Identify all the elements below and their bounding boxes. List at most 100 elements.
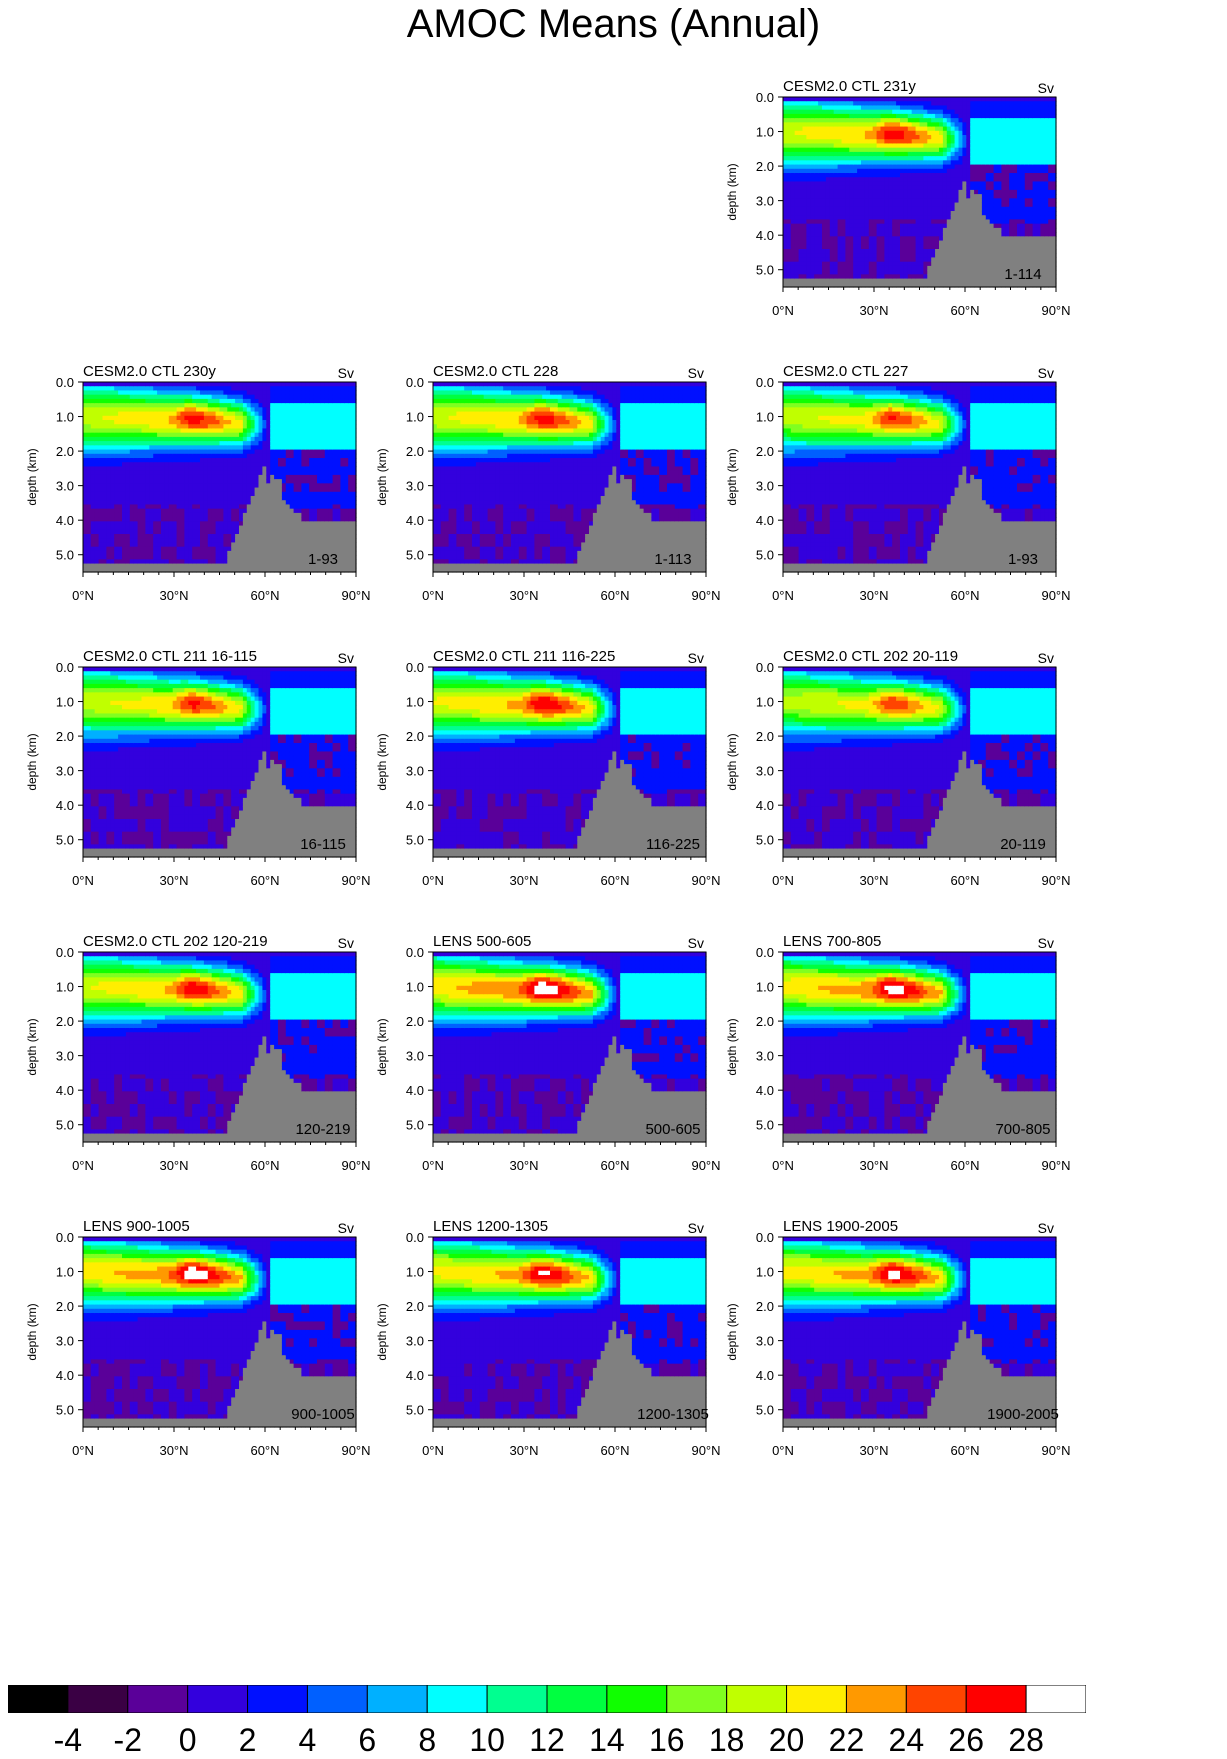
field-cell — [1028, 265, 1034, 271]
field-cell — [790, 160, 796, 166]
field-cell — [794, 270, 800, 275]
field-cell — [141, 529, 146, 535]
field-cell — [227, 491, 232, 497]
field-cell — [931, 97, 936, 102]
field-cell — [161, 453, 166, 459]
field-cell — [94, 415, 100, 421]
field-cell — [83, 546, 88, 552]
field-cell — [1020, 177, 1026, 183]
field-cell — [1020, 101, 1026, 107]
field-cell — [837, 198, 843, 204]
field-cell — [931, 194, 936, 199]
field-cell — [227, 521, 232, 527]
field-cell — [176, 470, 182, 476]
field-cell — [857, 249, 862, 254]
field-cell — [966, 164, 971, 170]
field-cell — [907, 206, 913, 212]
field-cell — [981, 185, 987, 191]
field-cell — [900, 164, 905, 170]
field-cell — [966, 109, 971, 115]
field-cell — [845, 122, 850, 128]
field-cell — [790, 151, 796, 157]
field-cell — [133, 407, 139, 413]
field-cell — [129, 445, 135, 451]
field-cell — [176, 487, 182, 493]
field-cell — [950, 173, 956, 178]
field-cell — [814, 282, 819, 288]
field-cell — [110, 398, 115, 404]
field-cell — [962, 198, 967, 204]
field-cell — [1013, 147, 1018, 153]
field-cell — [118, 411, 123, 417]
field-cell — [970, 118, 975, 123]
field-cell — [1028, 202, 1034, 208]
field-cell — [164, 559, 170, 565]
field-cell — [903, 97, 909, 102]
field-cell — [915, 177, 921, 183]
field-cell — [888, 177, 893, 183]
field-cell — [896, 211, 901, 216]
field-cell — [896, 181, 901, 187]
field-cell — [125, 496, 131, 501]
field-cell — [849, 151, 854, 157]
field-cell — [837, 219, 843, 225]
field-cell — [207, 550, 213, 556]
field-cell — [137, 449, 143, 455]
field-cell — [168, 424, 174, 430]
field-cell — [837, 227, 843, 233]
field-cell — [825, 185, 831, 191]
field-cell — [989, 227, 995, 233]
field-cell — [203, 449, 209, 455]
field-cell — [950, 135, 956, 140]
field-cell — [884, 113, 889, 119]
field-cell — [900, 135, 905, 140]
field-cell — [223, 458, 228, 463]
field-cell — [825, 109, 831, 115]
field-cell — [939, 122, 944, 128]
field-cell — [822, 151, 827, 157]
field-cell — [927, 189, 932, 195]
field-cell — [1052, 194, 1057, 199]
field-cell — [915, 261, 921, 267]
field-cell — [954, 164, 960, 170]
field-cell — [818, 249, 823, 254]
field-cell — [125, 491, 131, 497]
field-cell — [829, 101, 835, 107]
field-cell — [219, 563, 224, 569]
field-cell — [786, 139, 792, 145]
field-cell — [1028, 278, 1034, 284]
field-cell — [837, 143, 843, 149]
field-cell — [958, 215, 963, 221]
field-cell — [888, 143, 893, 149]
field-cell — [888, 97, 893, 102]
field-cell — [172, 394, 178, 400]
field-cell — [90, 403, 96, 408]
field-cell — [880, 126, 885, 132]
field-cell — [946, 215, 952, 221]
field-cell — [997, 240, 1002, 246]
field-cell — [231, 449, 236, 455]
field-cell — [884, 227, 889, 233]
field-cell — [90, 466, 96, 472]
field-cell — [207, 398, 213, 404]
field-cell — [188, 394, 193, 400]
field-cell — [207, 390, 213, 396]
field-cell — [915, 211, 921, 216]
field-cell — [868, 97, 874, 102]
field-cell — [853, 253, 858, 259]
field-cell — [118, 521, 123, 527]
field-cell — [919, 206, 924, 212]
field-cell — [118, 525, 123, 531]
field-cell — [129, 542, 135, 548]
field-cell — [814, 278, 819, 284]
field-cell — [200, 390, 205, 396]
field-cell — [931, 177, 936, 183]
field-cell — [1009, 274, 1014, 280]
field-cell — [176, 453, 182, 459]
field-cell — [172, 512, 178, 518]
field-cell — [790, 135, 796, 140]
field-cell — [114, 428, 119, 434]
field-cell — [954, 139, 960, 145]
field-cell — [1032, 156, 1038, 161]
field-cell — [227, 512, 232, 518]
